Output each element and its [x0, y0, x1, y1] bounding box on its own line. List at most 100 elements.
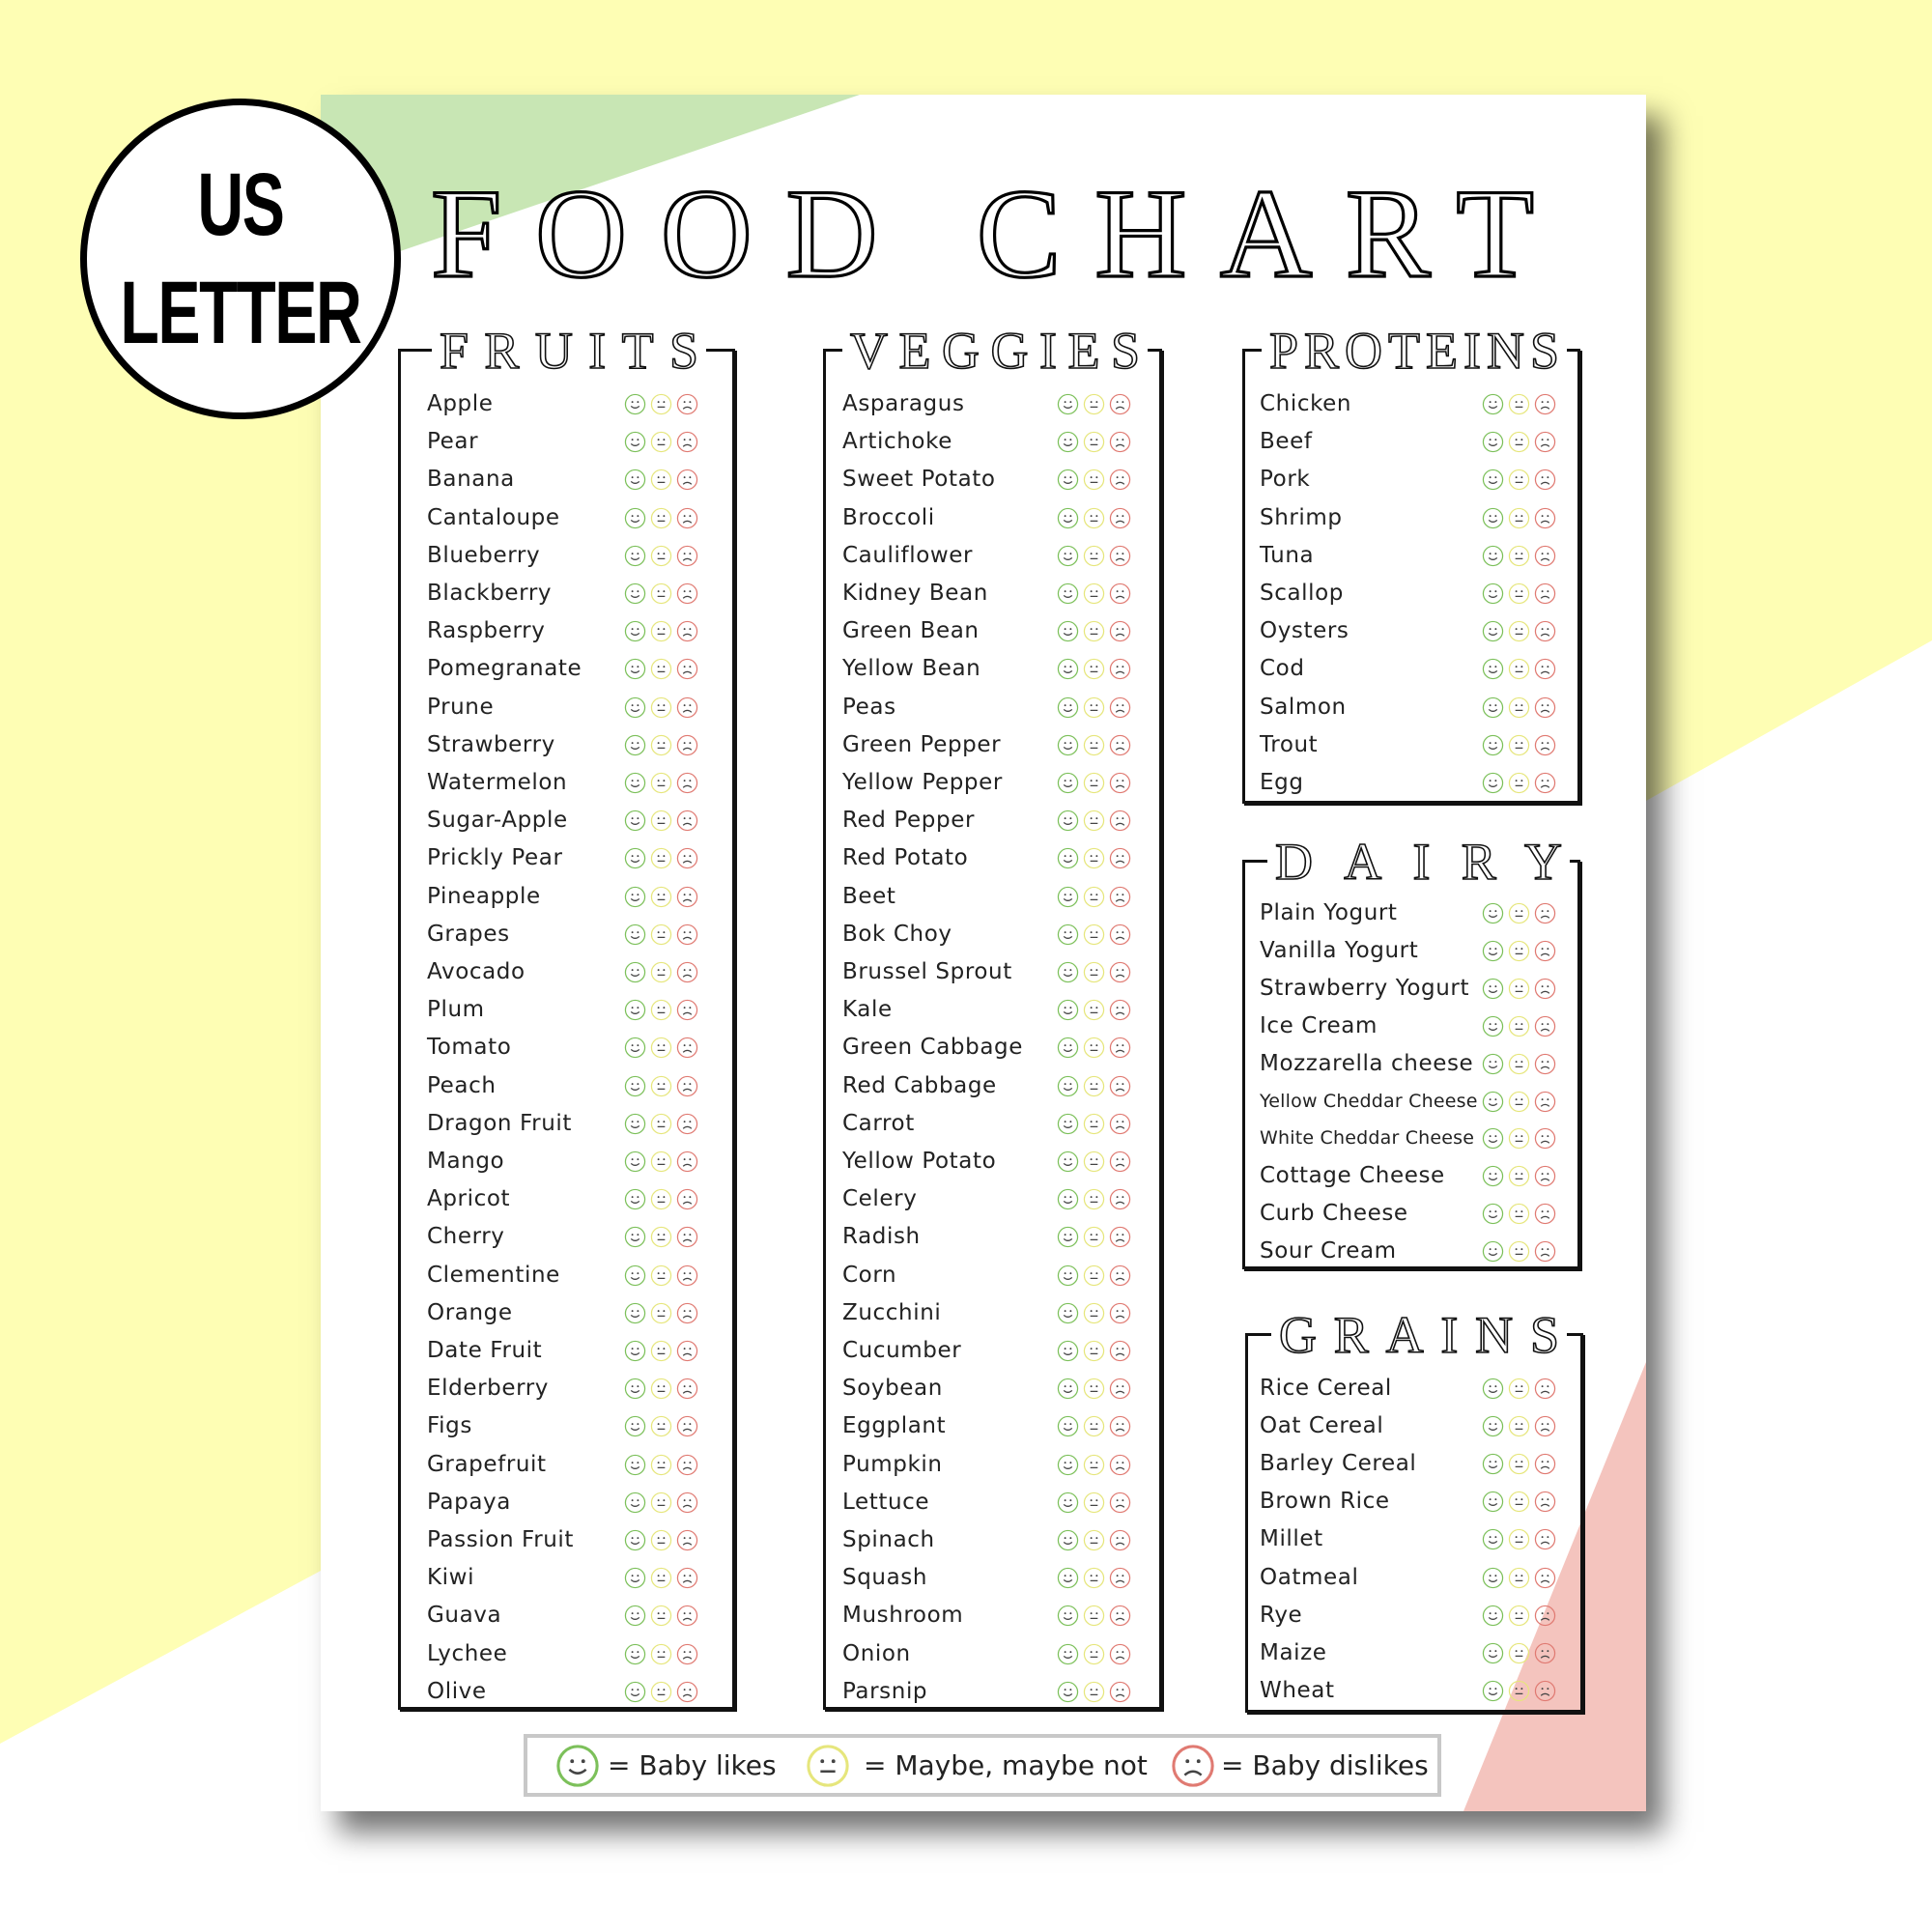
smiley-sad-icon[interactable] [1109, 734, 1131, 756]
smiley-happy-icon[interactable] [1482, 1680, 1504, 1702]
smiley-neutral-icon[interactable] [1508, 658, 1530, 680]
smiley-happy-icon[interactable] [1057, 1075, 1079, 1097]
smiley-happy-icon[interactable] [1057, 1567, 1079, 1589]
smiley-neutral-icon[interactable] [1508, 1453, 1530, 1475]
smiley-sad-icon[interactable] [1109, 847, 1131, 869]
smiley-happy-icon[interactable] [1482, 1528, 1504, 1550]
smiley-sad-icon[interactable] [676, 1605, 698, 1627]
smiley-neutral-icon[interactable] [1508, 1415, 1530, 1437]
smiley-happy-icon[interactable] [1057, 1264, 1079, 1287]
smiley-sad-icon[interactable] [1534, 902, 1556, 924]
smiley-neutral-icon[interactable] [1083, 1643, 1105, 1665]
smiley-sad-icon[interactable] [1109, 810, 1131, 832]
smiley-neutral-icon[interactable] [1083, 1075, 1105, 1097]
smiley-happy-icon[interactable] [624, 1075, 646, 1097]
smiley-happy-icon[interactable] [1482, 507, 1504, 529]
smiley-sad-icon[interactable] [1534, 1491, 1556, 1513]
smiley-neutral-icon[interactable] [650, 1188, 672, 1210]
smiley-happy-icon[interactable] [1057, 1415, 1079, 1437]
smiley-neutral-icon[interactable] [1083, 886, 1105, 908]
smiley-sad-icon[interactable] [1534, 1605, 1556, 1627]
smiley-neutral-icon[interactable] [1083, 1681, 1105, 1703]
smiley-neutral-icon[interactable] [1508, 507, 1530, 529]
smiley-neutral-icon[interactable] [650, 1529, 672, 1551]
smiley-happy-icon[interactable] [624, 469, 646, 491]
smiley-neutral-icon[interactable] [1508, 1605, 1530, 1627]
smiley-happy-icon[interactable] [624, 1415, 646, 1437]
smiley-sad-icon[interactable] [1534, 978, 1556, 1000]
smiley-sad-icon[interactable] [1534, 582, 1556, 605]
smiley-neutral-icon[interactable] [1508, 1567, 1530, 1589]
smiley-happy-icon[interactable] [624, 923, 646, 946]
smiley-sad-icon[interactable] [1534, 1453, 1556, 1475]
smiley-happy-icon[interactable] [624, 886, 646, 908]
smiley-sad-icon[interactable] [1534, 1091, 1556, 1113]
smiley-neutral-icon[interactable] [650, 810, 672, 832]
smiley-sad-icon[interactable] [1534, 1642, 1556, 1664]
smiley-neutral-icon[interactable] [1083, 1188, 1105, 1210]
smiley-sad-icon[interactable] [1109, 886, 1131, 908]
smiley-happy-icon[interactable] [1482, 1127, 1504, 1150]
smiley-happy-icon[interactable] [1482, 734, 1504, 756]
smiley-happy-icon[interactable] [624, 620, 646, 642]
smiley-sad-icon[interactable] [676, 1151, 698, 1173]
smiley-neutral-icon[interactable] [1083, 923, 1105, 946]
smiley-sad-icon[interactable] [1109, 1643, 1131, 1665]
smiley-sad-icon[interactable] [676, 1302, 698, 1324]
smiley-sad-icon[interactable] [1109, 507, 1131, 529]
smiley-neutral-icon[interactable] [1083, 696, 1105, 719]
smiley-neutral-icon[interactable] [1083, 999, 1105, 1021]
smiley-happy-icon[interactable] [1482, 620, 1504, 642]
smiley-happy-icon[interactable] [624, 507, 646, 529]
smiley-neutral-icon[interactable] [650, 658, 672, 680]
smiley-sad-icon[interactable] [1109, 1529, 1131, 1551]
smiley-sad-icon[interactable] [676, 1492, 698, 1514]
smiley-happy-icon[interactable] [1482, 978, 1504, 1000]
smiley-neutral-icon[interactable] [1083, 1567, 1105, 1589]
smiley-sad-icon[interactable] [1109, 620, 1131, 642]
smiley-neutral-icon[interactable] [650, 886, 672, 908]
smiley-sad-icon[interactable] [1534, 1528, 1556, 1550]
smiley-sad-icon[interactable] [1534, 658, 1556, 680]
smiley-sad-icon[interactable] [676, 886, 698, 908]
smiley-sad-icon[interactable] [676, 961, 698, 983]
smiley-neutral-icon[interactable] [650, 1378, 672, 1400]
smiley-happy-icon[interactable] [1057, 620, 1079, 642]
smiley-sad-icon[interactable] [676, 1567, 698, 1589]
smiley-neutral-icon[interactable] [1508, 431, 1530, 453]
smiley-sad-icon[interactable] [1109, 1113, 1131, 1135]
smiley-neutral-icon[interactable] [1508, 393, 1530, 415]
smiley-neutral-icon[interactable] [650, 772, 672, 794]
smiley-happy-icon[interactable] [624, 999, 646, 1021]
smiley-happy-icon[interactable] [1057, 696, 1079, 719]
smiley-neutral-icon[interactable] [650, 1151, 672, 1173]
smiley-neutral-icon[interactable] [650, 1454, 672, 1476]
smiley-happy-icon[interactable] [1482, 545, 1504, 567]
smiley-happy-icon[interactable] [1482, 1091, 1504, 1113]
smiley-neutral-icon[interactable] [650, 469, 672, 491]
smiley-happy-icon[interactable] [1057, 923, 1079, 946]
smiley-happy-icon[interactable] [1057, 886, 1079, 908]
smiley-happy-icon[interactable] [624, 1188, 646, 1210]
smiley-sad-icon[interactable] [1109, 1605, 1131, 1627]
smiley-happy-icon[interactable] [1482, 1491, 1504, 1513]
smiley-happy-icon[interactable] [1057, 1643, 1079, 1665]
smiley-neutral-icon[interactable] [1508, 940, 1530, 962]
smiley-happy-icon[interactable] [1057, 1681, 1079, 1703]
smiley-neutral-icon[interactable] [1508, 1165, 1530, 1187]
smiley-sad-icon[interactable] [1534, 1053, 1556, 1075]
smiley-happy-icon[interactable] [1057, 1492, 1079, 1514]
smiley-neutral-icon[interactable] [650, 1643, 672, 1665]
smiley-neutral-icon[interactable] [650, 734, 672, 756]
smiley-happy-icon[interactable] [1482, 1240, 1504, 1263]
smiley-neutral-icon[interactable] [650, 1340, 672, 1362]
smiley-happy-icon[interactable] [1482, 1642, 1504, 1664]
smiley-sad-icon[interactable] [1534, 1015, 1556, 1037]
smiley-neutral-icon[interactable] [1508, 902, 1530, 924]
smiley-neutral-icon[interactable] [1508, 469, 1530, 491]
smiley-neutral-icon[interactable] [1083, 469, 1105, 491]
smiley-sad-icon[interactable] [1534, 393, 1556, 415]
smiley-happy-icon[interactable] [1482, 582, 1504, 605]
smiley-sad-icon[interactable] [676, 431, 698, 453]
smiley-happy-icon[interactable] [624, 810, 646, 832]
